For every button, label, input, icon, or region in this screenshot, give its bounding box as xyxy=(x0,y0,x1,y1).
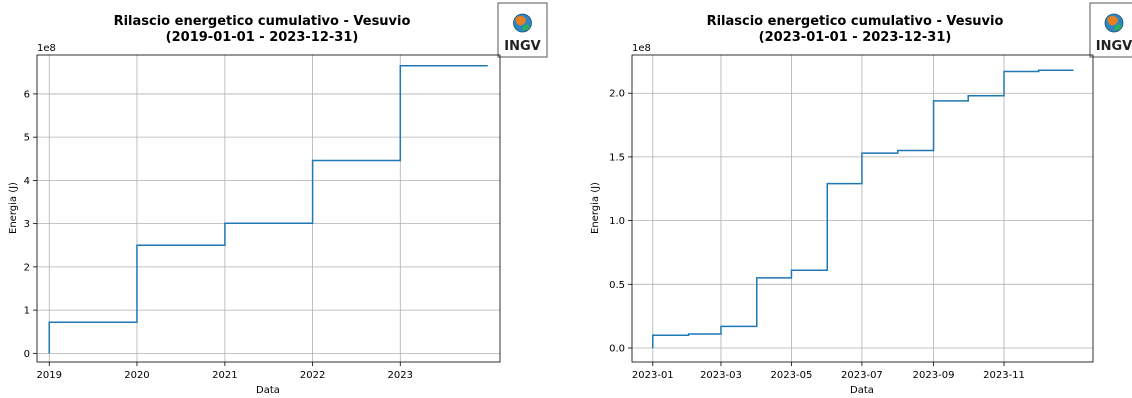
y-tick-label: 1.0 xyxy=(609,216,625,227)
chart-title-line1: Rilascio energetico cumulativo - Vesuvio xyxy=(114,14,411,29)
y-tick-label: 0.5 xyxy=(609,280,625,291)
y-multiplier-label: 1e8 xyxy=(37,43,56,54)
logo-text: INGV xyxy=(1096,39,1132,54)
y-tick-label: 2 xyxy=(24,262,30,273)
y-tick-label: 3 xyxy=(24,219,30,230)
x-axis-label: Data xyxy=(850,385,874,396)
y-multiplier-label: 1e8 xyxy=(632,43,651,54)
series-line xyxy=(652,69,1074,348)
x-tick-label: 2023-05 xyxy=(771,370,813,381)
chart-title-line1: Rilascio energetico cumulativo - Vesuvio xyxy=(707,14,1004,29)
y-tick-label: 0.0 xyxy=(609,343,625,354)
x-tick-label: 2020 xyxy=(124,370,149,381)
y-tick-label: 1 xyxy=(24,306,30,317)
plot-frame xyxy=(631,54,1094,363)
y-tick-label: 2.0 xyxy=(609,89,625,100)
ingv-logo: INGV xyxy=(1089,2,1132,58)
ingv-logo: INGV xyxy=(497,2,548,58)
y-axis-label: Energia (J) xyxy=(590,182,601,234)
y-tick-label: 5 xyxy=(24,133,30,144)
y-tick-label: 0 xyxy=(24,349,30,360)
x-tick-label: 2023-03 xyxy=(700,370,742,381)
x-tick-label: 2023-07 xyxy=(841,370,883,381)
y-tick-label: 4 xyxy=(24,176,30,187)
x-tick-label: 2023-01 xyxy=(632,370,674,381)
y-tick-label: 1.5 xyxy=(609,152,625,163)
chart-left: Rilascio energetico cumulativo - Vesuvio… xyxy=(8,2,548,396)
x-tick-label: 2023 xyxy=(388,370,413,381)
plot-frame xyxy=(36,54,501,363)
y-tick-label: 6 xyxy=(24,89,30,100)
series-line xyxy=(48,65,488,354)
x-tick-label: 2023-11 xyxy=(983,370,1025,381)
x-tick-label: 2019 xyxy=(37,370,62,381)
chart-title-line2: (2019-01-01 - 2023-12-31) xyxy=(166,30,359,45)
x-tick-label: 2023-09 xyxy=(913,370,955,381)
y-axis-label: Energia (J) xyxy=(8,182,19,234)
globe-icon xyxy=(513,13,532,33)
globe-icon xyxy=(1104,13,1124,33)
x-tick-label: 2021 xyxy=(212,370,237,381)
chart-right: Rilascio energetico cumulativo - Vesuvio… xyxy=(590,2,1132,396)
x-axis-label: Data xyxy=(256,385,280,396)
x-tick-label: 2022 xyxy=(300,370,325,381)
logo-text: INGV xyxy=(504,39,540,54)
chart-title-line2: (2023-01-01 - 2023-12-31) xyxy=(759,30,952,45)
